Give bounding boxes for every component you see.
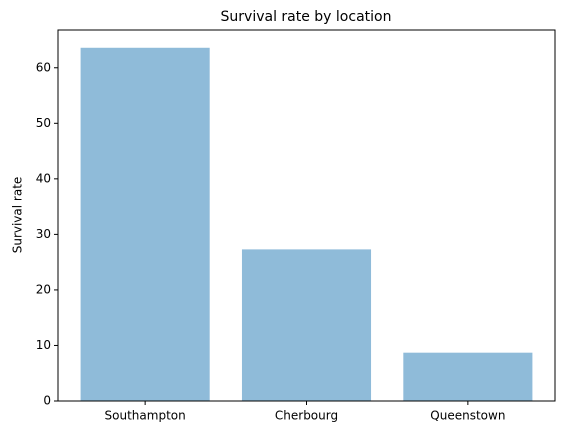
x-tick-label: Cherbourg: [275, 409, 338, 423]
bar: [403, 352, 533, 401]
y-tick-label: 10: [36, 338, 51, 352]
y-tick-label: 0: [43, 394, 51, 408]
y-tick-label: 40: [36, 171, 51, 185]
x-tick-label: Southampton: [105, 409, 186, 423]
chart-title: Survival rate by location: [221, 9, 392, 25]
y-tick-label: 20: [36, 282, 51, 296]
y-tick-label: 50: [36, 116, 51, 130]
y-tick-label: 60: [36, 60, 51, 74]
plot-frame: [57, 29, 556, 402]
y-axis-label: Survival rate: [11, 177, 25, 254]
y-tick-label: 30: [36, 227, 51, 241]
x-tick-label: Queenstown: [430, 409, 505, 423]
bar: [241, 249, 372, 401]
bar: [80, 47, 210, 401]
